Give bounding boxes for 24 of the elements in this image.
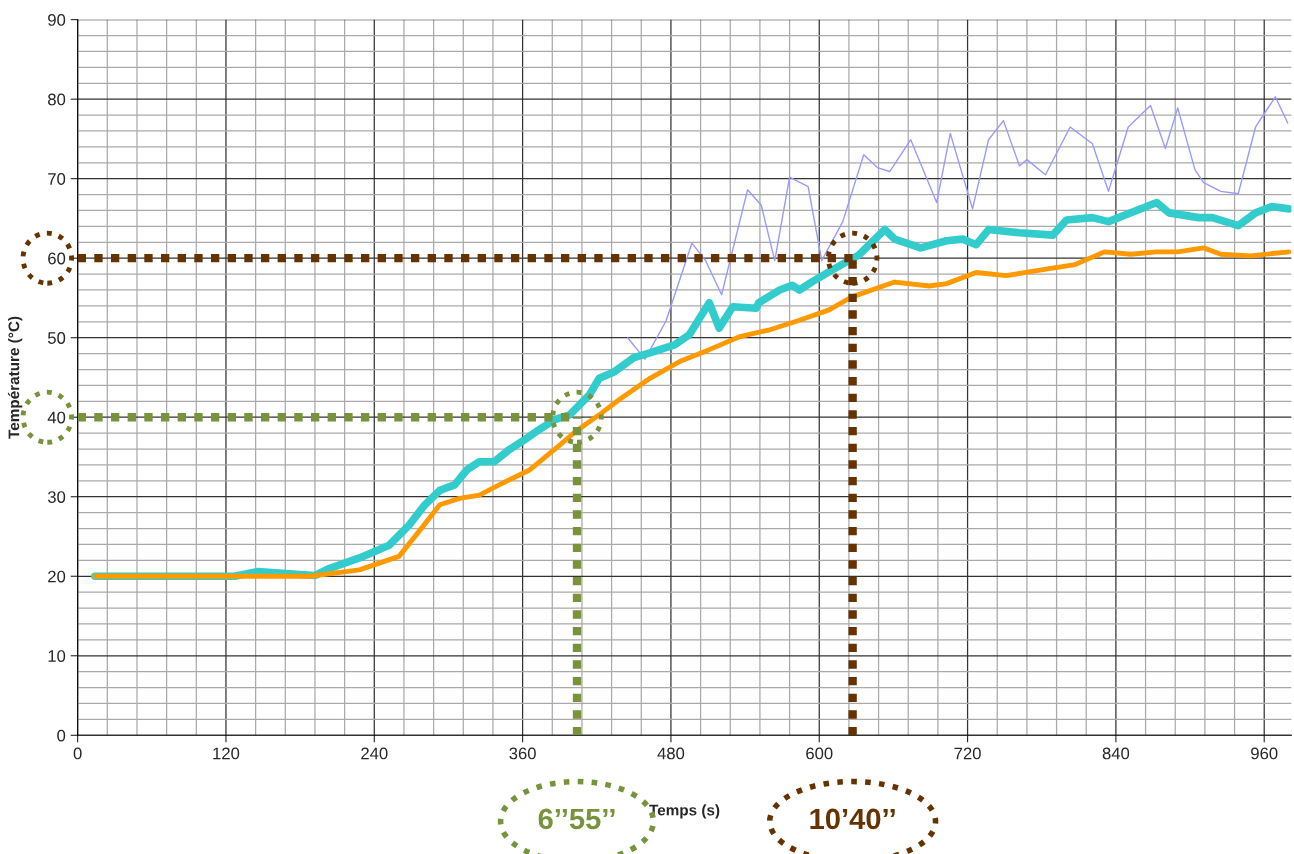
x-tick-label: 240 — [361, 747, 388, 760]
y-tick-label: 20 — [48, 570, 66, 583]
y-tick-label: 10 — [48, 650, 66, 662]
y-tick-label: 50 — [47, 332, 66, 344]
y-tick-label: 70 — [48, 173, 66, 185]
x-tick-label: 120 — [213, 747, 240, 760]
y-tick-label: 30 — [47, 491, 66, 503]
y-tick-label: 60 — [48, 252, 66, 265]
x-axis-title: Temps (s) — [649, 804, 720, 819]
ref-line-label: 6’’55’’ — [538, 808, 615, 830]
x-tick-label: 600 — [806, 747, 833, 760]
y-tick-label: 0 — [57, 729, 66, 742]
x-tick-label: 840 — [1102, 747, 1130, 760]
y-tick-label: 40 — [47, 411, 66, 424]
x-tick-label: 360 — [509, 747, 536, 760]
ref-line-label: 10’40’’ — [810, 808, 895, 830]
line-series — [626, 96, 1289, 360]
x-tick-label: 720 — [954, 747, 981, 760]
y-axis-title: Température (°C) — [7, 316, 23, 439]
y-tick-label: 90 — [48, 14, 66, 26]
x-tick-label: 480 — [657, 747, 685, 760]
x-tick-label: 960 — [1251, 747, 1278, 760]
y-tick-label: 80 — [48, 93, 66, 106]
x-tick-label: 0 — [73, 747, 82, 760]
